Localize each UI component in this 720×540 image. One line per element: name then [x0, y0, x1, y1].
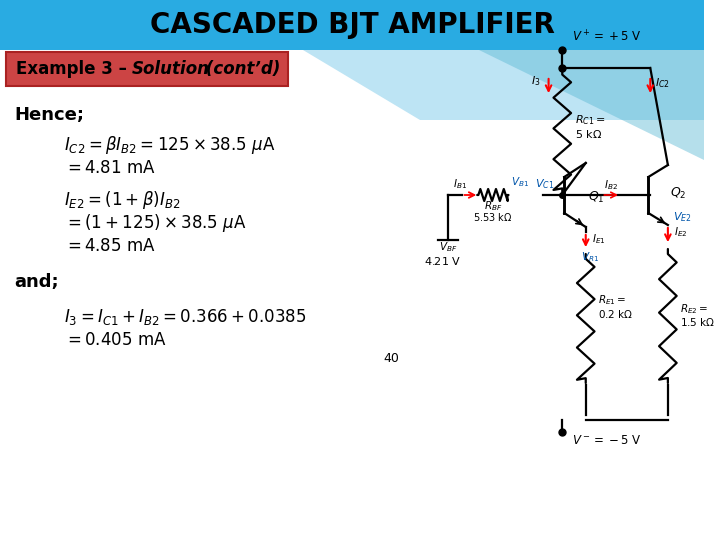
Text: $I_3$: $I_3$: [531, 74, 541, 88]
Text: $I_{B1}$: $I_{B1}$: [453, 177, 467, 191]
FancyBboxPatch shape: [6, 52, 289, 86]
Text: $R_{BF}$: $R_{BF}$: [484, 199, 502, 213]
Text: and;: and;: [14, 273, 59, 291]
Text: $I_{C2}$: $I_{C2}$: [655, 76, 670, 90]
Text: $I_{E1}$: $I_{E1}$: [592, 232, 606, 246]
Text: $=\left(1+125\right)\times 38.5\ \mu\mathrm{A}$: $=\left(1+125\right)\times 38.5\ \mu\mat…: [63, 212, 246, 234]
Text: $Q_2$: $Q_2$: [670, 185, 686, 200]
Text: Solution: Solution: [132, 60, 210, 78]
Text: $V^- = -5\ \mathrm{V}$: $V^- = -5\ \mathrm{V}$: [572, 434, 642, 447]
Text: $V^+ = +5\ \mathrm{V}$: $V^+ = +5\ \mathrm{V}$: [572, 30, 642, 45]
Text: $1.5\ \mathrm{k}\Omega$: $1.5\ \mathrm{k}\Omega$: [680, 316, 715, 328]
Text: $I_{E2}$: $I_{E2}$: [674, 225, 687, 239]
Text: $I_{E2} = \left(1+\beta\right)I_{B2}$: $I_{E2} = \left(1+\beta\right)I_{B2}$: [63, 189, 180, 211]
Text: $Q_1$: $Q_1$: [588, 190, 604, 205]
Text: $= 4.85\ \mathrm{mA}$: $= 4.85\ \mathrm{mA}$: [63, 237, 156, 255]
Polygon shape: [479, 50, 704, 160]
Text: 40: 40: [383, 352, 399, 365]
Text: $I_{C2} = \beta I_{B2} = 125\times 38.5\ \mu\mathrm{A}$: $I_{C2} = \beta I_{B2} = 125\times 38.5\…: [63, 134, 275, 156]
Text: Example 3 –: Example 3 –: [16, 60, 132, 78]
Text: $V_{B1}$: $V_{B1}$: [511, 175, 529, 189]
Text: $I_3 = I_{C1} + I_{B2} = 0.366 + 0.0385$: $I_3 = I_{C1} + I_{B2} = 0.366 + 0.0385$: [63, 307, 306, 327]
Text: $I_{B2}$: $I_{B2}$: [604, 178, 618, 192]
Text: $R_{E2} =$: $R_{E2} =$: [680, 302, 708, 316]
Text: $5.53\ \mathrm{k}\Omega$: $5.53\ \mathrm{k}\Omega$: [473, 211, 513, 223]
Text: $4.21\ \mathrm{V}$: $4.21\ \mathrm{V}$: [424, 255, 462, 267]
Text: $V_{E2}$: $V_{E2}$: [672, 210, 691, 224]
Text: $R_{C1} =$: $R_{C1} =$: [575, 113, 606, 127]
Text: $V_{R1}$: $V_{R1}$: [581, 250, 599, 264]
Text: (cont’d): (cont’d): [200, 60, 281, 78]
Text: Hence;: Hence;: [14, 106, 85, 124]
Text: $V_{C1}$: $V_{C1}$: [535, 177, 554, 191]
Text: $5\ \mathrm{k}\Omega$: $5\ \mathrm{k}\Omega$: [575, 127, 602, 139]
Text: CASCADED BJT AMPLIFIER: CASCADED BJT AMPLIFIER: [150, 11, 554, 39]
Text: $V_{BF}$: $V_{BF}$: [438, 240, 457, 254]
Text: $= 4.81\ \mathrm{mA}$: $= 4.81\ \mathrm{mA}$: [63, 159, 156, 177]
Polygon shape: [303, 50, 704, 120]
Text: $R_{E1} =$: $R_{E1} =$: [598, 294, 627, 307]
Text: $= 0.405\ \mathrm{mA}$: $= 0.405\ \mathrm{mA}$: [63, 331, 166, 349]
FancyBboxPatch shape: [0, 0, 704, 50]
Text: $0.2\ \mathrm{k}\Omega$: $0.2\ \mathrm{k}\Omega$: [598, 307, 633, 320]
